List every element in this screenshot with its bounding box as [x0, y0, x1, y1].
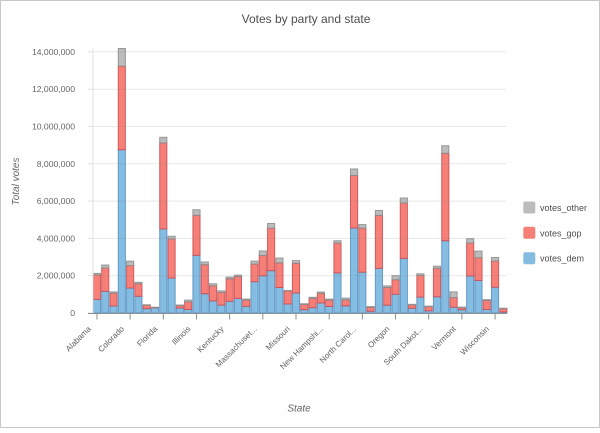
- svg-text:6,000,000: 6,000,000: [37, 196, 75, 206]
- svg-text:Total votes: Total votes: [11, 158, 22, 206]
- svg-text:State: State: [287, 404, 311, 415]
- svg-text:0: 0: [70, 308, 75, 318]
- svg-text:12,000,000: 12,000,000: [32, 84, 75, 94]
- svg-text:votes_dem: votes_dem: [540, 254, 584, 264]
- svg-text:2,000,000: 2,000,000: [37, 271, 75, 281]
- svg-text:votes_gop: votes_gop: [540, 228, 582, 238]
- svg-text:votes_other: votes_other: [540, 203, 587, 213]
- svg-text:14,000,000: 14,000,000: [32, 47, 75, 57]
- svg-text:Votes by party and state: Votes by party and state: [242, 12, 371, 26]
- svg-text:10,000,000: 10,000,000: [32, 121, 75, 131]
- svg-text:8,000,000: 8,000,000: [37, 159, 75, 169]
- svg-text:4,000,000: 4,000,000: [37, 233, 75, 243]
